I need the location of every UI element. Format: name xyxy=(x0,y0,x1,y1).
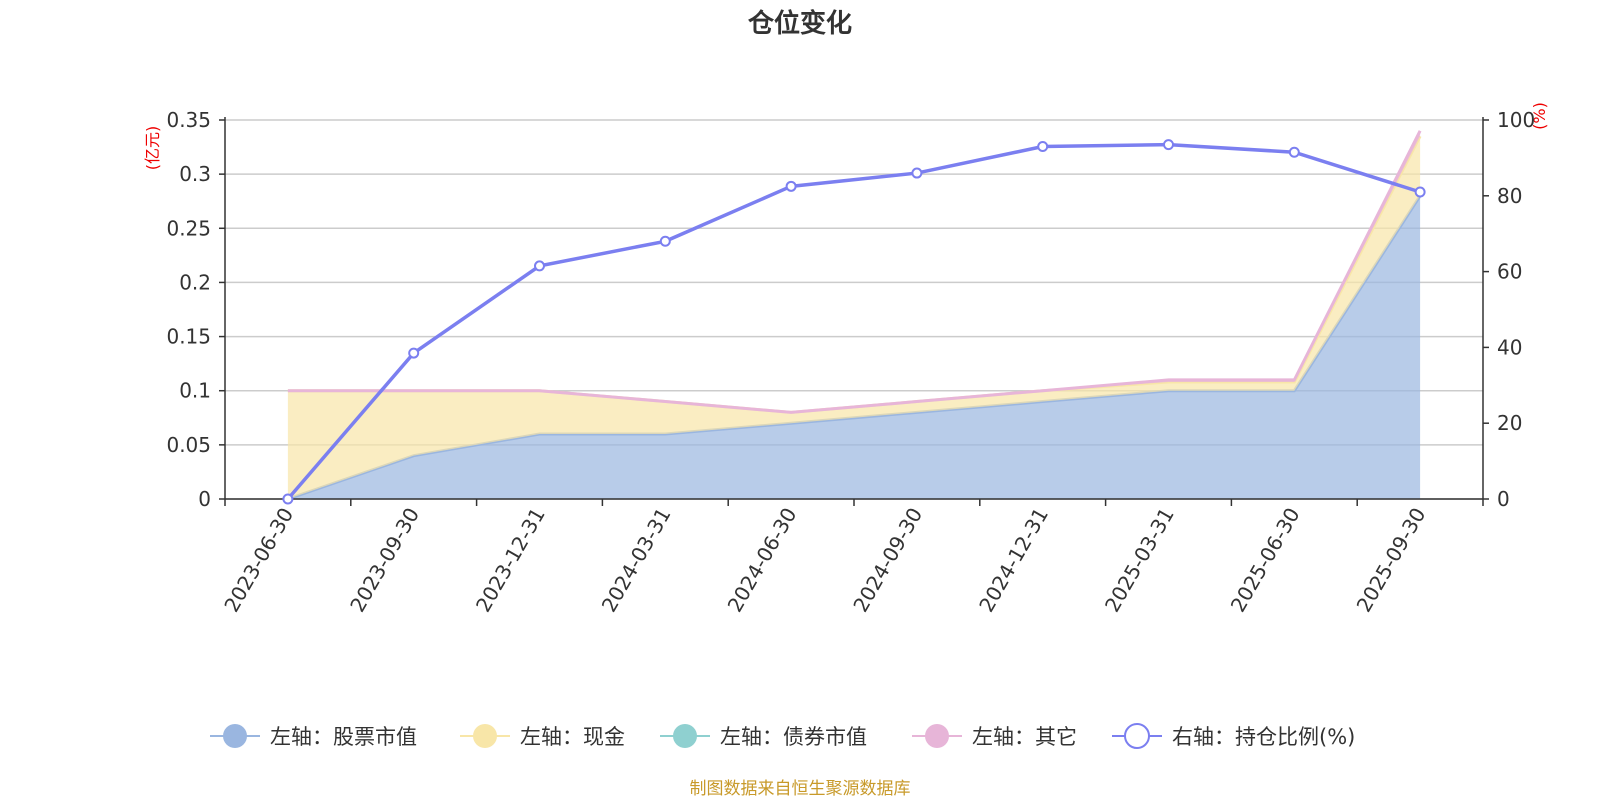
ratio-point xyxy=(659,235,671,247)
x-tick-label: 2024-09-30 xyxy=(848,504,927,617)
area-line-3 xyxy=(287,130,1422,414)
left-tick-label: 0.05 xyxy=(166,433,211,457)
position-ratio-series xyxy=(282,139,1426,505)
left-tick-label: 0.25 xyxy=(166,216,211,240)
legend-label: 左轴：债券市值 xyxy=(720,725,867,749)
legend-label: 右轴：持仓比例(%) xyxy=(1172,725,1355,749)
x-tick-label: 2025-06-30 xyxy=(1226,504,1305,617)
x-tick-label: 2025-03-31 xyxy=(1100,504,1179,617)
x-tick-label: 2025-09-30 xyxy=(1352,504,1431,617)
ratio-point xyxy=(282,493,294,505)
right-tick-label: 80 xyxy=(1497,184,1522,208)
right-tick-label: 40 xyxy=(1497,335,1522,359)
legend-item-3[interactable]: 左轴：其它 xyxy=(912,724,1077,749)
left-tick-label: 0.3 xyxy=(179,162,211,186)
left-tick-label: 0.1 xyxy=(179,379,211,403)
legend-label: 左轴：其它 xyxy=(972,725,1077,749)
ratio-line xyxy=(286,142,1421,501)
left-tick-label: 0.35 xyxy=(166,108,211,132)
left-tick-label: 0.15 xyxy=(166,325,211,349)
ratio-point xyxy=(1414,186,1426,198)
legend-marker xyxy=(223,724,247,748)
ratio-point xyxy=(1163,139,1174,151)
x-tick-label: 2023-06-30 xyxy=(219,504,298,617)
ratio-point xyxy=(1037,141,1049,153)
area-line-2 xyxy=(288,136,1420,412)
legend-label: 左轴：现金 xyxy=(520,725,625,749)
x-tick-label: 2023-09-30 xyxy=(345,504,424,617)
area-line-1 xyxy=(287,135,1422,414)
area-1 xyxy=(287,136,1421,499)
legend-marker xyxy=(1124,723,1150,749)
x-tick-label: 2024-06-30 xyxy=(723,504,802,617)
left-axis-unit: (亿元) xyxy=(143,126,162,171)
right-tick-label: 0 xyxy=(1497,487,1510,511)
right-tick-label: 100 xyxy=(1497,108,1535,132)
right-tick-label: 20 xyxy=(1497,411,1522,435)
legend-label: 左轴：股票市值 xyxy=(270,725,417,749)
ratio-point xyxy=(534,260,545,272)
area-2 xyxy=(288,136,1420,412)
legend-item-4[interactable]: 右轴：持仓比例(%) xyxy=(1112,723,1355,749)
legend-marker xyxy=(925,724,949,748)
x-tick-label: 2024-12-31 xyxy=(974,504,1053,617)
legend-marker xyxy=(473,724,497,748)
right-tick-label: 60 xyxy=(1497,260,1522,284)
ratio-point xyxy=(911,167,923,179)
legend-item-0[interactable]: 左轴：股票市值 xyxy=(210,724,417,749)
ratio-point xyxy=(1288,146,1300,158)
area-series xyxy=(287,130,1422,501)
ratio-point xyxy=(408,347,420,359)
x-tick-label: 2023-12-31 xyxy=(471,504,550,617)
legend[interactable]: 左轴：股票市值 左轴：现金 左轴：债券市值 左轴：其它 右轴：持仓比例(%) xyxy=(210,723,1355,749)
area-3 xyxy=(287,130,1421,413)
area-0 xyxy=(287,195,1421,500)
left-tick-label: 0 xyxy=(198,487,211,511)
legend-item-2[interactable]: 左轴：债券市值 xyxy=(660,724,867,749)
data-source-note: 制图数据来自恒生聚源数据库 xyxy=(690,779,911,799)
right-axis-unit: (%) xyxy=(1530,102,1549,130)
ratio-point xyxy=(785,180,797,192)
left-tick-label: 0.2 xyxy=(179,270,211,294)
x-tick-label: 2024-03-31 xyxy=(597,504,676,617)
legend-item-1[interactable]: 左轴：现金 xyxy=(460,724,625,749)
chart-title: 仓位变化 xyxy=(747,8,852,39)
legend-marker xyxy=(673,724,697,748)
